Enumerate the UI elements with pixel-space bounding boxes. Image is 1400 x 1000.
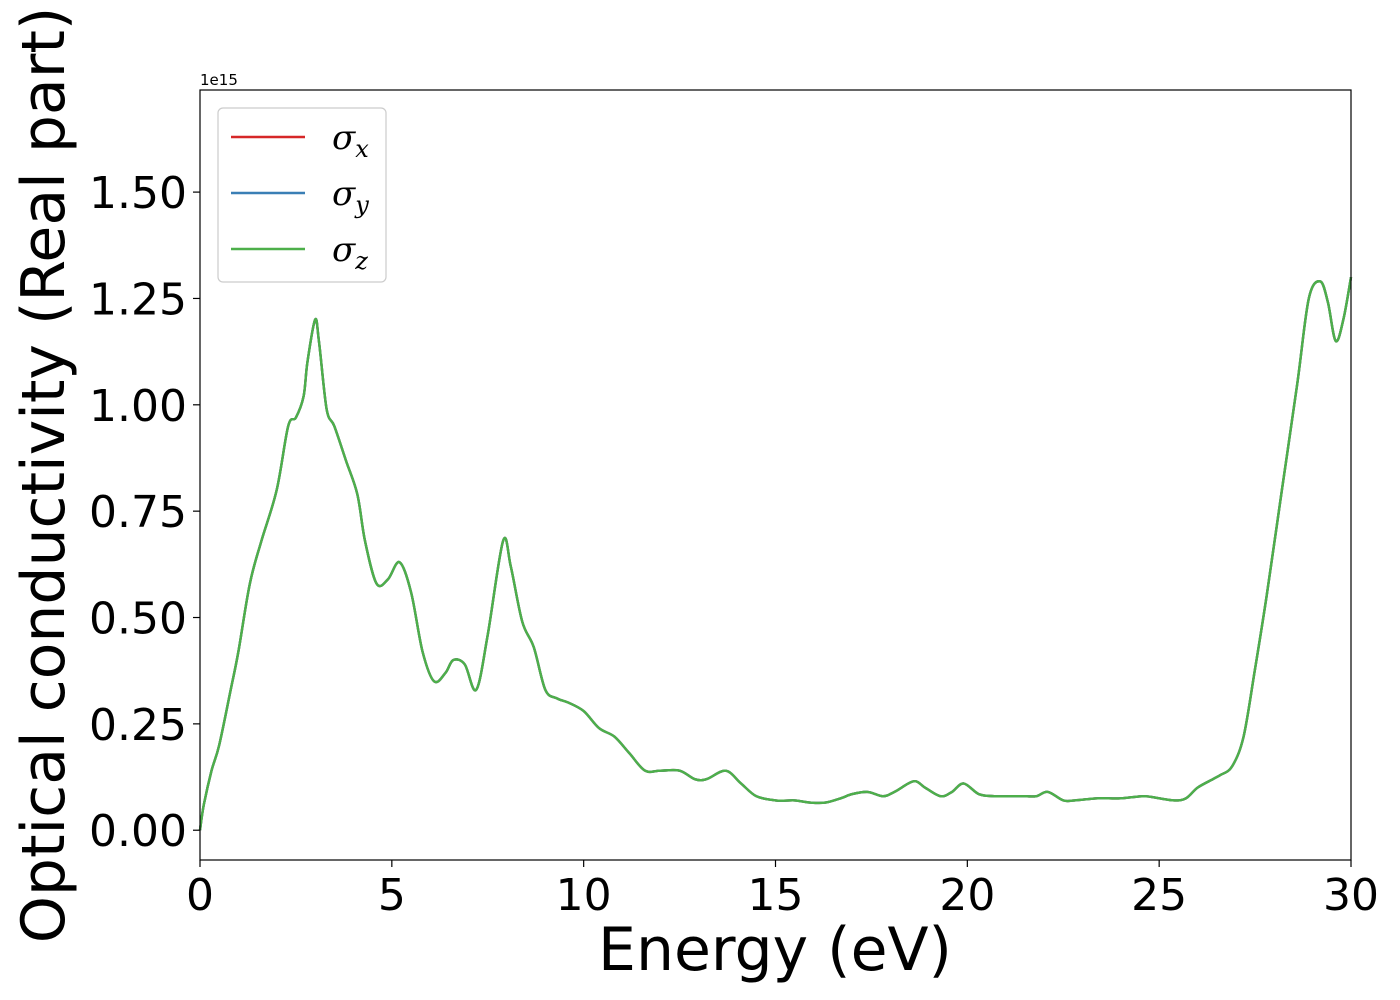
y-tick-label: 1.00 xyxy=(89,381,187,432)
x-tick-label: 5 xyxy=(378,870,406,921)
y-axis-title: Optical conductivity (Real part) xyxy=(9,7,79,944)
y-tick-label: 0.25 xyxy=(89,700,187,751)
x-tick-label: 15 xyxy=(748,870,804,921)
y-offset-text: 1e15 xyxy=(200,71,238,89)
y-tick-label: 0.50 xyxy=(89,594,187,645)
series-layer xyxy=(198,276,1353,831)
y-tick-label: 1.50 xyxy=(89,168,187,219)
legend-box xyxy=(217,107,387,283)
y-tick-label: 0.75 xyxy=(89,487,187,538)
x-tick-label: 20 xyxy=(939,870,995,921)
y-tick-label: 1.25 xyxy=(89,274,187,325)
y-tick-label: 0.00 xyxy=(89,806,187,857)
plot-area xyxy=(200,90,1351,860)
y-axis-ticks: 0.00 0.25 0.50 0.75 1.00 1.25 1.50 xyxy=(89,168,200,857)
x-tick-label: 10 xyxy=(556,870,612,921)
x-tick-label: 0 xyxy=(186,870,214,921)
series-line-sigma-z xyxy=(198,276,1353,831)
x-axis-ticks: 0 5 10 15 20 25 30 xyxy=(186,860,1379,921)
x-tick-label: 30 xyxy=(1323,870,1379,921)
x-axis-title: Energy (eV) xyxy=(598,915,952,985)
x-tick-label: 25 xyxy=(1131,870,1187,921)
